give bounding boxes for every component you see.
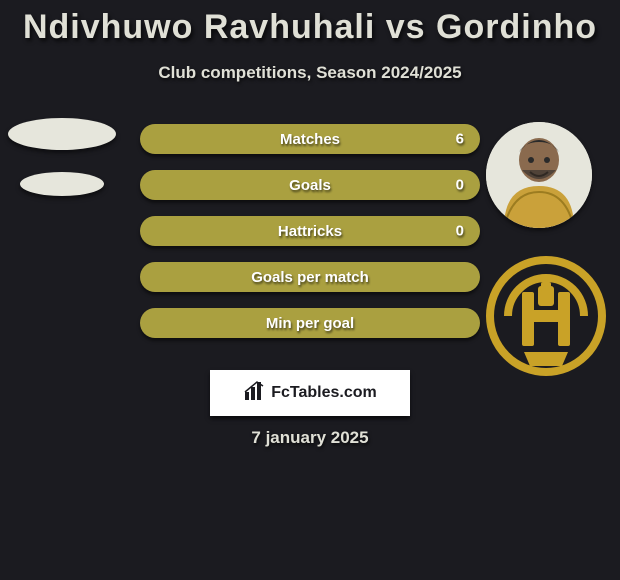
bar-chart-icon — [243, 380, 265, 407]
stat-value: 0 — [456, 223, 464, 240]
stat-row: Goals 0 — [140, 170, 480, 200]
stat-label: Goals — [289, 177, 331, 194]
stat-value: 6 — [456, 131, 464, 148]
stat-value: 0 — [456, 177, 464, 194]
stat-label: Min per goal — [266, 315, 354, 332]
footer-date: 7 january 2025 — [0, 428, 620, 448]
stat-row: Matches 6 — [140, 124, 480, 154]
left-decor-group — [8, 118, 116, 218]
page-title: Ndivhuwo Ravhuhali vs Gordinho — [0, 0, 620, 47]
stat-label: Hattricks — [278, 223, 342, 240]
decor-ellipse — [20, 172, 104, 196]
stat-label: Matches — [280, 131, 340, 148]
stat-row: Goals per match — [140, 262, 480, 292]
page-subtitle: Club competitions, Season 2024/2025 — [0, 63, 620, 83]
player-avatar — [486, 122, 592, 228]
club-crest — [486, 256, 606, 376]
brand-badge: FcTables.com — [210, 370, 410, 416]
stat-row: Min per goal — [140, 308, 480, 338]
stat-row: Hattricks 0 — [140, 216, 480, 246]
stats-list: Matches 6 Goals 0 Hattricks 0 Goals per … — [140, 124, 480, 354]
decor-ellipse — [8, 118, 116, 150]
stat-label: Goals per match — [251, 269, 369, 286]
brand-text: FcTables.com — [271, 384, 377, 402]
